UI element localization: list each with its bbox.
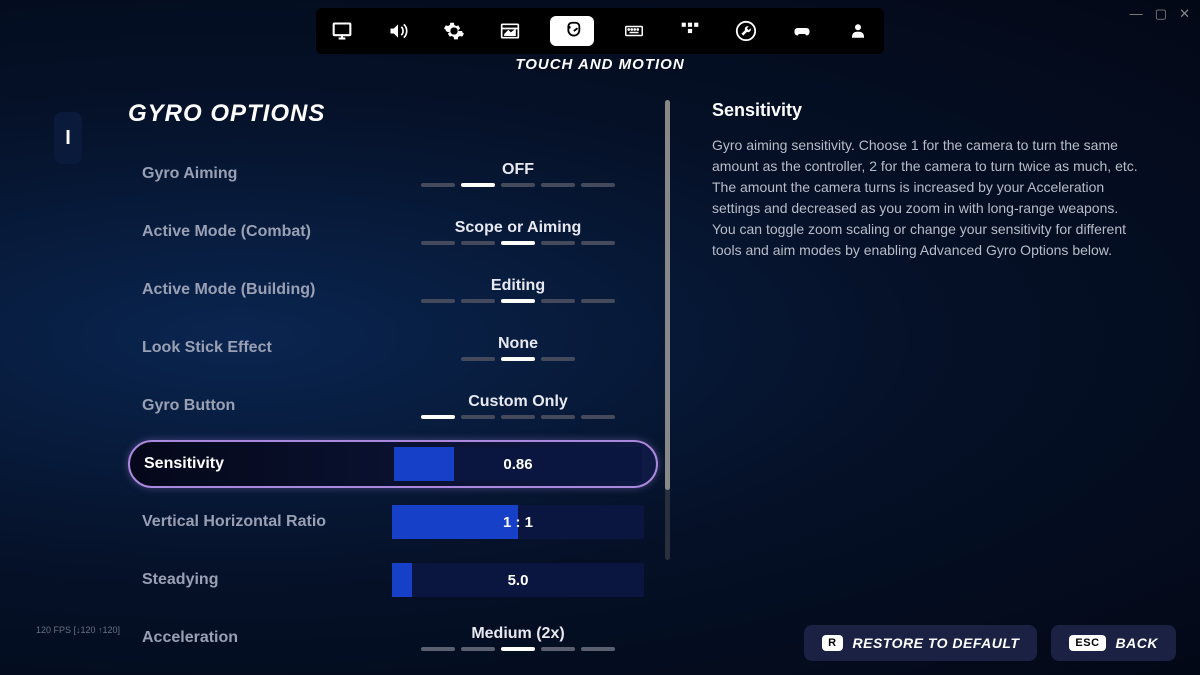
restore-label: RESTORE TO DEFAULT xyxy=(853,635,1020,651)
segment-value: OFF xyxy=(392,161,644,179)
segment-ticks xyxy=(392,299,644,303)
gear-icon[interactable] xyxy=(438,19,470,43)
window-controls: — ▢ ✕ xyxy=(1130,6,1190,22)
segment-value: None xyxy=(392,335,644,353)
slider-value: 1 : 1 xyxy=(392,505,644,539)
slider-control[interactable]: 5.0 xyxy=(392,563,644,597)
grid-icon[interactable] xyxy=(674,19,706,43)
option-row-sensitivity[interactable]: Sensitivity0.86 xyxy=(128,440,658,488)
option-row-gyro-button[interactable]: Gyro ButtonCustom Only xyxy=(128,382,658,430)
restore-default-button[interactable]: R RESTORE TO DEFAULT xyxy=(804,625,1037,661)
segment-value: Medium (2x) xyxy=(392,625,644,643)
settings-toolbar xyxy=(316,8,884,54)
scrollbar-track[interactable] xyxy=(665,100,670,560)
section-subtitle: TOUCH AND MOTION xyxy=(515,56,684,73)
touch-icon[interactable] xyxy=(550,16,594,46)
segment-ticks xyxy=(392,241,644,245)
close-button[interactable]: ✕ xyxy=(1179,6,1190,22)
segment-ticks xyxy=(392,647,644,651)
slider-control[interactable]: 1 : 1 xyxy=(392,505,644,539)
slider-control[interactable]: 0.86 xyxy=(394,447,642,481)
option-label: Steadying xyxy=(142,571,392,589)
option-label: Gyro Button xyxy=(142,397,392,415)
keyboard-icon[interactable] xyxy=(618,19,650,43)
footer-buttons: R RESTORE TO DEFAULT ESC BACK xyxy=(804,625,1176,661)
options-list: Gyro AimingOFF Active Mode (Combat)Scope … xyxy=(128,150,658,672)
segment-ticks xyxy=(392,357,644,361)
option-row-vertical-horizontal-ratio[interactable]: Vertical Horizontal Ratio1 : 1 xyxy=(128,498,658,546)
option-label: Active Mode (Combat) xyxy=(142,223,392,241)
option-label: Sensitivity xyxy=(144,455,394,473)
user-icon[interactable] xyxy=(842,19,874,43)
option-label: Look Stick Effect xyxy=(142,339,392,357)
segment-control[interactable]: Editing xyxy=(392,277,644,303)
segment-control[interactable]: Custom Only xyxy=(392,393,644,419)
slider-value: 0.86 xyxy=(394,447,642,481)
back-label: BACK xyxy=(1116,635,1158,651)
back-button[interactable]: ESC BACK xyxy=(1051,625,1176,661)
option-row-look-stick-effect[interactable]: Look Stick EffectNone xyxy=(128,324,658,372)
option-label: Acceleration xyxy=(142,629,392,647)
key-badge-r: R xyxy=(822,635,842,651)
minimize-button[interactable]: — xyxy=(1130,6,1143,22)
section-title: GYRO OPTIONS xyxy=(128,100,325,128)
help-title: Sensitivity xyxy=(712,100,1142,121)
segment-value: Scope or Aiming xyxy=(392,219,644,237)
help-text: Gyro aiming sensitivity. Choose 1 for th… xyxy=(712,135,1142,261)
segment-ticks xyxy=(392,415,644,419)
left-nav-tab[interactable]: I xyxy=(54,112,82,164)
option-row-steadying[interactable]: Steadying5.0 xyxy=(128,556,658,604)
fps-counter: 120 FPS [↓120 ↑120] xyxy=(36,625,120,635)
option-label: Active Mode (Building) xyxy=(142,281,392,299)
segment-control[interactable]: Medium (2x) xyxy=(392,625,644,651)
option-row-gyro-aiming[interactable]: Gyro AimingOFF xyxy=(128,150,658,198)
maximize-button[interactable]: ▢ xyxy=(1155,6,1167,22)
segment-value: Custom Only xyxy=(392,393,644,411)
segment-control[interactable]: Scope or Aiming xyxy=(392,219,644,245)
option-row-acceleration[interactable]: AccelerationMedium (2x) xyxy=(128,614,658,662)
slider-value: 5.0 xyxy=(392,563,644,597)
scrollbar-thumb[interactable] xyxy=(665,100,670,490)
key-badge-esc: ESC xyxy=(1069,635,1105,651)
segment-ticks xyxy=(392,183,644,187)
option-label: Gyro Aiming xyxy=(142,165,392,183)
monitor-icon[interactable] xyxy=(326,19,358,43)
segment-control[interactable]: None xyxy=(392,335,644,361)
option-row-active-mode-combat-[interactable]: Active Mode (Combat)Scope or Aiming xyxy=(128,208,658,256)
controller-icon[interactable] xyxy=(786,19,818,43)
option-label: Vertical Horizontal Ratio xyxy=(142,513,392,531)
segment-control[interactable]: OFF xyxy=(392,161,644,187)
volume-icon[interactable] xyxy=(382,19,414,43)
help-panel: Sensitivity Gyro aiming sensitivity. Cho… xyxy=(712,100,1142,261)
segment-value: Editing xyxy=(392,277,644,295)
wrench-icon[interactable] xyxy=(730,19,762,43)
window-icon[interactable] xyxy=(494,19,526,43)
option-row-active-mode-building-[interactable]: Active Mode (Building)Editing xyxy=(128,266,658,314)
